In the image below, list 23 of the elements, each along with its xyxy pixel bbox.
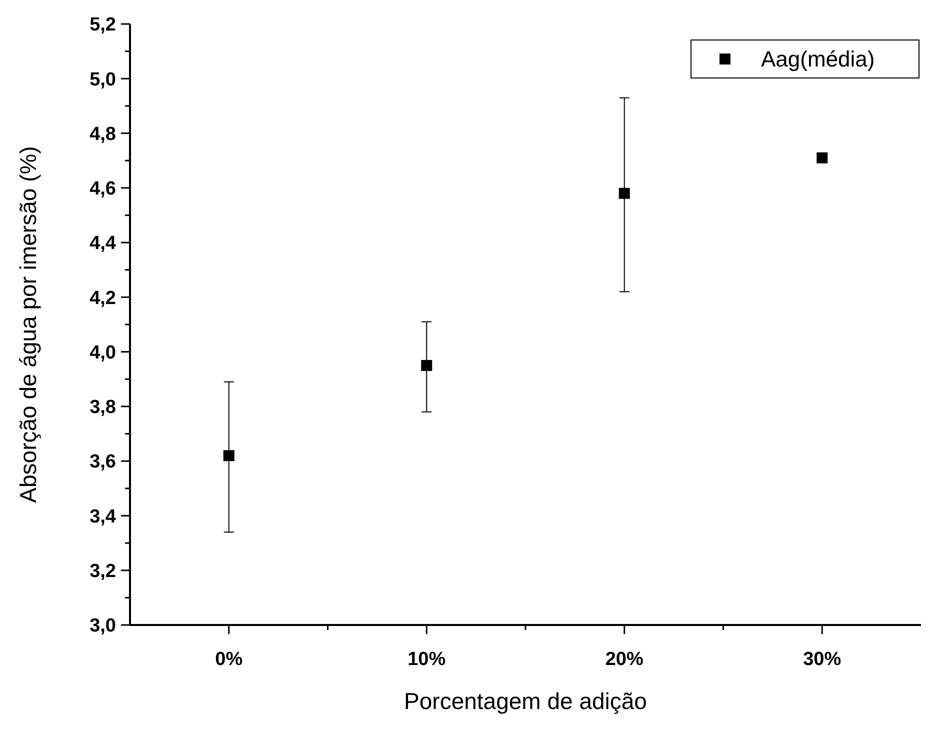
y-tick-label: 4,8: [90, 124, 116, 145]
point: [618, 188, 630, 199]
point: [223, 450, 234, 462]
y-tick-label: 4,2: [90, 288, 116, 309]
y-tick-label: 3,2: [90, 561, 116, 582]
y-axis-title: Absorção de água por imersão (%): [15, 146, 41, 503]
y-tick-label: 5,0: [90, 69, 116, 90]
y-tick-label: 4,4: [90, 233, 116, 254]
y-tick-label: 3,4: [90, 506, 116, 528]
x-axis-title: Porcentagem de adição: [404, 688, 647, 714]
y-tick-label: 3,6: [90, 452, 116, 473]
point: [816, 152, 828, 164]
x-tick-label: 10%: [408, 649, 446, 670]
y-tick-label: 3,8: [90, 397, 116, 418]
x-tick-label: 20%: [605, 649, 644, 670]
x-tick-label: 0%: [215, 649, 243, 670]
y-tick-label: 4,0: [90, 342, 116, 364]
y-tick-label: 5,2: [90, 14, 116, 36]
point: [421, 360, 432, 371]
y-tick-label: 3,0: [90, 616, 116, 637]
x-tick-label: 30%: [803, 649, 842, 670]
y-tick-label: 4,6: [90, 178, 116, 200]
legend-label: Aag(média): [761, 46, 875, 72]
